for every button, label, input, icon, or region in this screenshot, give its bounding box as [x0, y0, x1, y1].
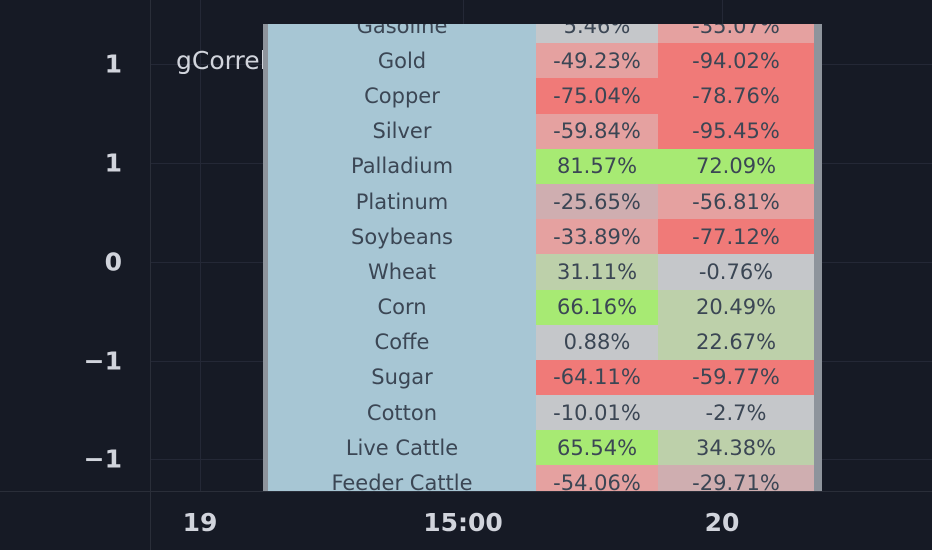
asset-name-cell: Copper — [268, 78, 536, 114]
time-axis[interactable] — [0, 492, 932, 550]
y-axis-label: −1 — [83, 444, 122, 474]
correlation-value-cell: 34.38% — [658, 430, 814, 466]
correlation-table-panel: Gasoline 5.46% -35.07% Gold -49.23% -94.02% Co… — [263, 24, 822, 491]
asset-name-cell: Wheat — [268, 254, 536, 290]
table-row: Palladium 81.57% 72.09% — [268, 148, 814, 184]
correlation-value-cell: 31.11% — [536, 254, 658, 290]
y-axis-label: 1 — [104, 49, 122, 79]
correlation-value-cell: -0.76% — [658, 254, 814, 290]
asset-name-cell: Sugar — [268, 359, 536, 396]
correlation-value-cell: -64.11% — [536, 359, 658, 396]
y-axis-label: 1 — [104, 148, 122, 178]
table-row: Wheat 31.11% -0.76% — [268, 254, 814, 290]
correlation-value-cell: -75.04% — [536, 78, 658, 114]
correlation-value-cell: -56.81% — [658, 183, 814, 220]
table-row: Sugar -64.11% -59.77% — [268, 359, 814, 396]
correlation-value-cell: -77.12% — [658, 219, 814, 255]
correlation-value-cell: 65.54% — [536, 430, 658, 466]
correlation-value-cell: -95.45% — [658, 113, 814, 149]
x-axis-label: 15:00 — [423, 508, 503, 537]
asset-name-cell: Platinum — [268, 183, 536, 220]
table-row: Feeder Cattle -54.06% -29.71% — [268, 465, 814, 491]
asset-name-cell: Live Cattle — [268, 430, 536, 466]
x-axis-label: 20 — [704, 508, 740, 537]
correlation-value-cell: 66.16% — [536, 289, 658, 325]
asset-name-cell: Coffe — [268, 324, 536, 360]
correlation-value-cell: -25.65% — [536, 183, 658, 220]
table-row: Corn 66.16% 20.49% — [268, 289, 814, 325]
correlation-value-cell: -49.23% — [536, 43, 658, 79]
correlation-value-cell: -94.02% — [658, 43, 814, 79]
correlation-value-cell: 72.09% — [658, 148, 814, 184]
correlation-value-cell: 81.57% — [536, 148, 658, 184]
table-row: Live Cattle 65.54% 34.38% — [268, 430, 814, 466]
table-row: Copper -75.04% -78.76% — [268, 78, 814, 114]
correlation-value-cell: -35.07% — [658, 24, 814, 44]
table-row: Gold -49.23% -94.02% — [268, 43, 814, 79]
correlation-value-cell: 0.88% — [536, 324, 658, 360]
correlation-value-cell: -10.01% — [536, 395, 658, 431]
asset-name-cell: Palladium — [268, 148, 536, 184]
correlation-value-cell: 22.67% — [658, 324, 814, 360]
table-row: Cotton -10.01% -2.7% — [268, 395, 814, 431]
correlation-value-cell: -54.06% — [536, 465, 658, 491]
x-axis-label: 19 — [182, 508, 218, 537]
asset-name-cell: Cotton — [268, 395, 536, 431]
asset-name-cell: Corn — [268, 289, 536, 325]
correlation-value-cell: -33.89% — [536, 219, 658, 255]
table-row: Coffe 0.88% 22.67% — [268, 324, 814, 360]
table-row: Gasoline 5.46% -35.07% — [268, 24, 814, 44]
asset-name-cell: Soybeans — [268, 219, 536, 255]
price-axis-border — [150, 0, 151, 550]
correlation-value-cell: 5.46% — [536, 24, 658, 44]
correlation-value-cell: -2.7% — [658, 395, 814, 431]
correlation-value-cell: -29.71% — [658, 465, 814, 491]
asset-name-cell: Gasoline — [268, 24, 536, 44]
y-axis-label: −1 — [83, 346, 122, 376]
asset-name-cell: Silver — [268, 113, 536, 149]
table-row: Soybeans -33.89% -77.12% — [268, 219, 814, 255]
grid-line — [200, 0, 201, 550]
time-axis-border — [0, 491, 932, 492]
correlation-value-cell: -78.76% — [658, 78, 814, 114]
correlation-table: Gasoline 5.46% -35.07% Gold -49.23% -94.02% Co… — [268, 24, 814, 491]
table-row: Silver -59.84% -95.45% — [268, 113, 814, 149]
asset-name-cell: Feeder Cattle — [268, 465, 536, 491]
table-row: Platinum -25.65% -56.81% — [268, 183, 814, 220]
correlation-value-cell: -59.77% — [658, 359, 814, 396]
asset-name-cell: Gold — [268, 43, 536, 79]
correlation-value-cell: -59.84% — [536, 113, 658, 149]
correlation-value-cell: 20.49% — [658, 289, 814, 325]
y-axis-label: 0 — [104, 247, 122, 277]
